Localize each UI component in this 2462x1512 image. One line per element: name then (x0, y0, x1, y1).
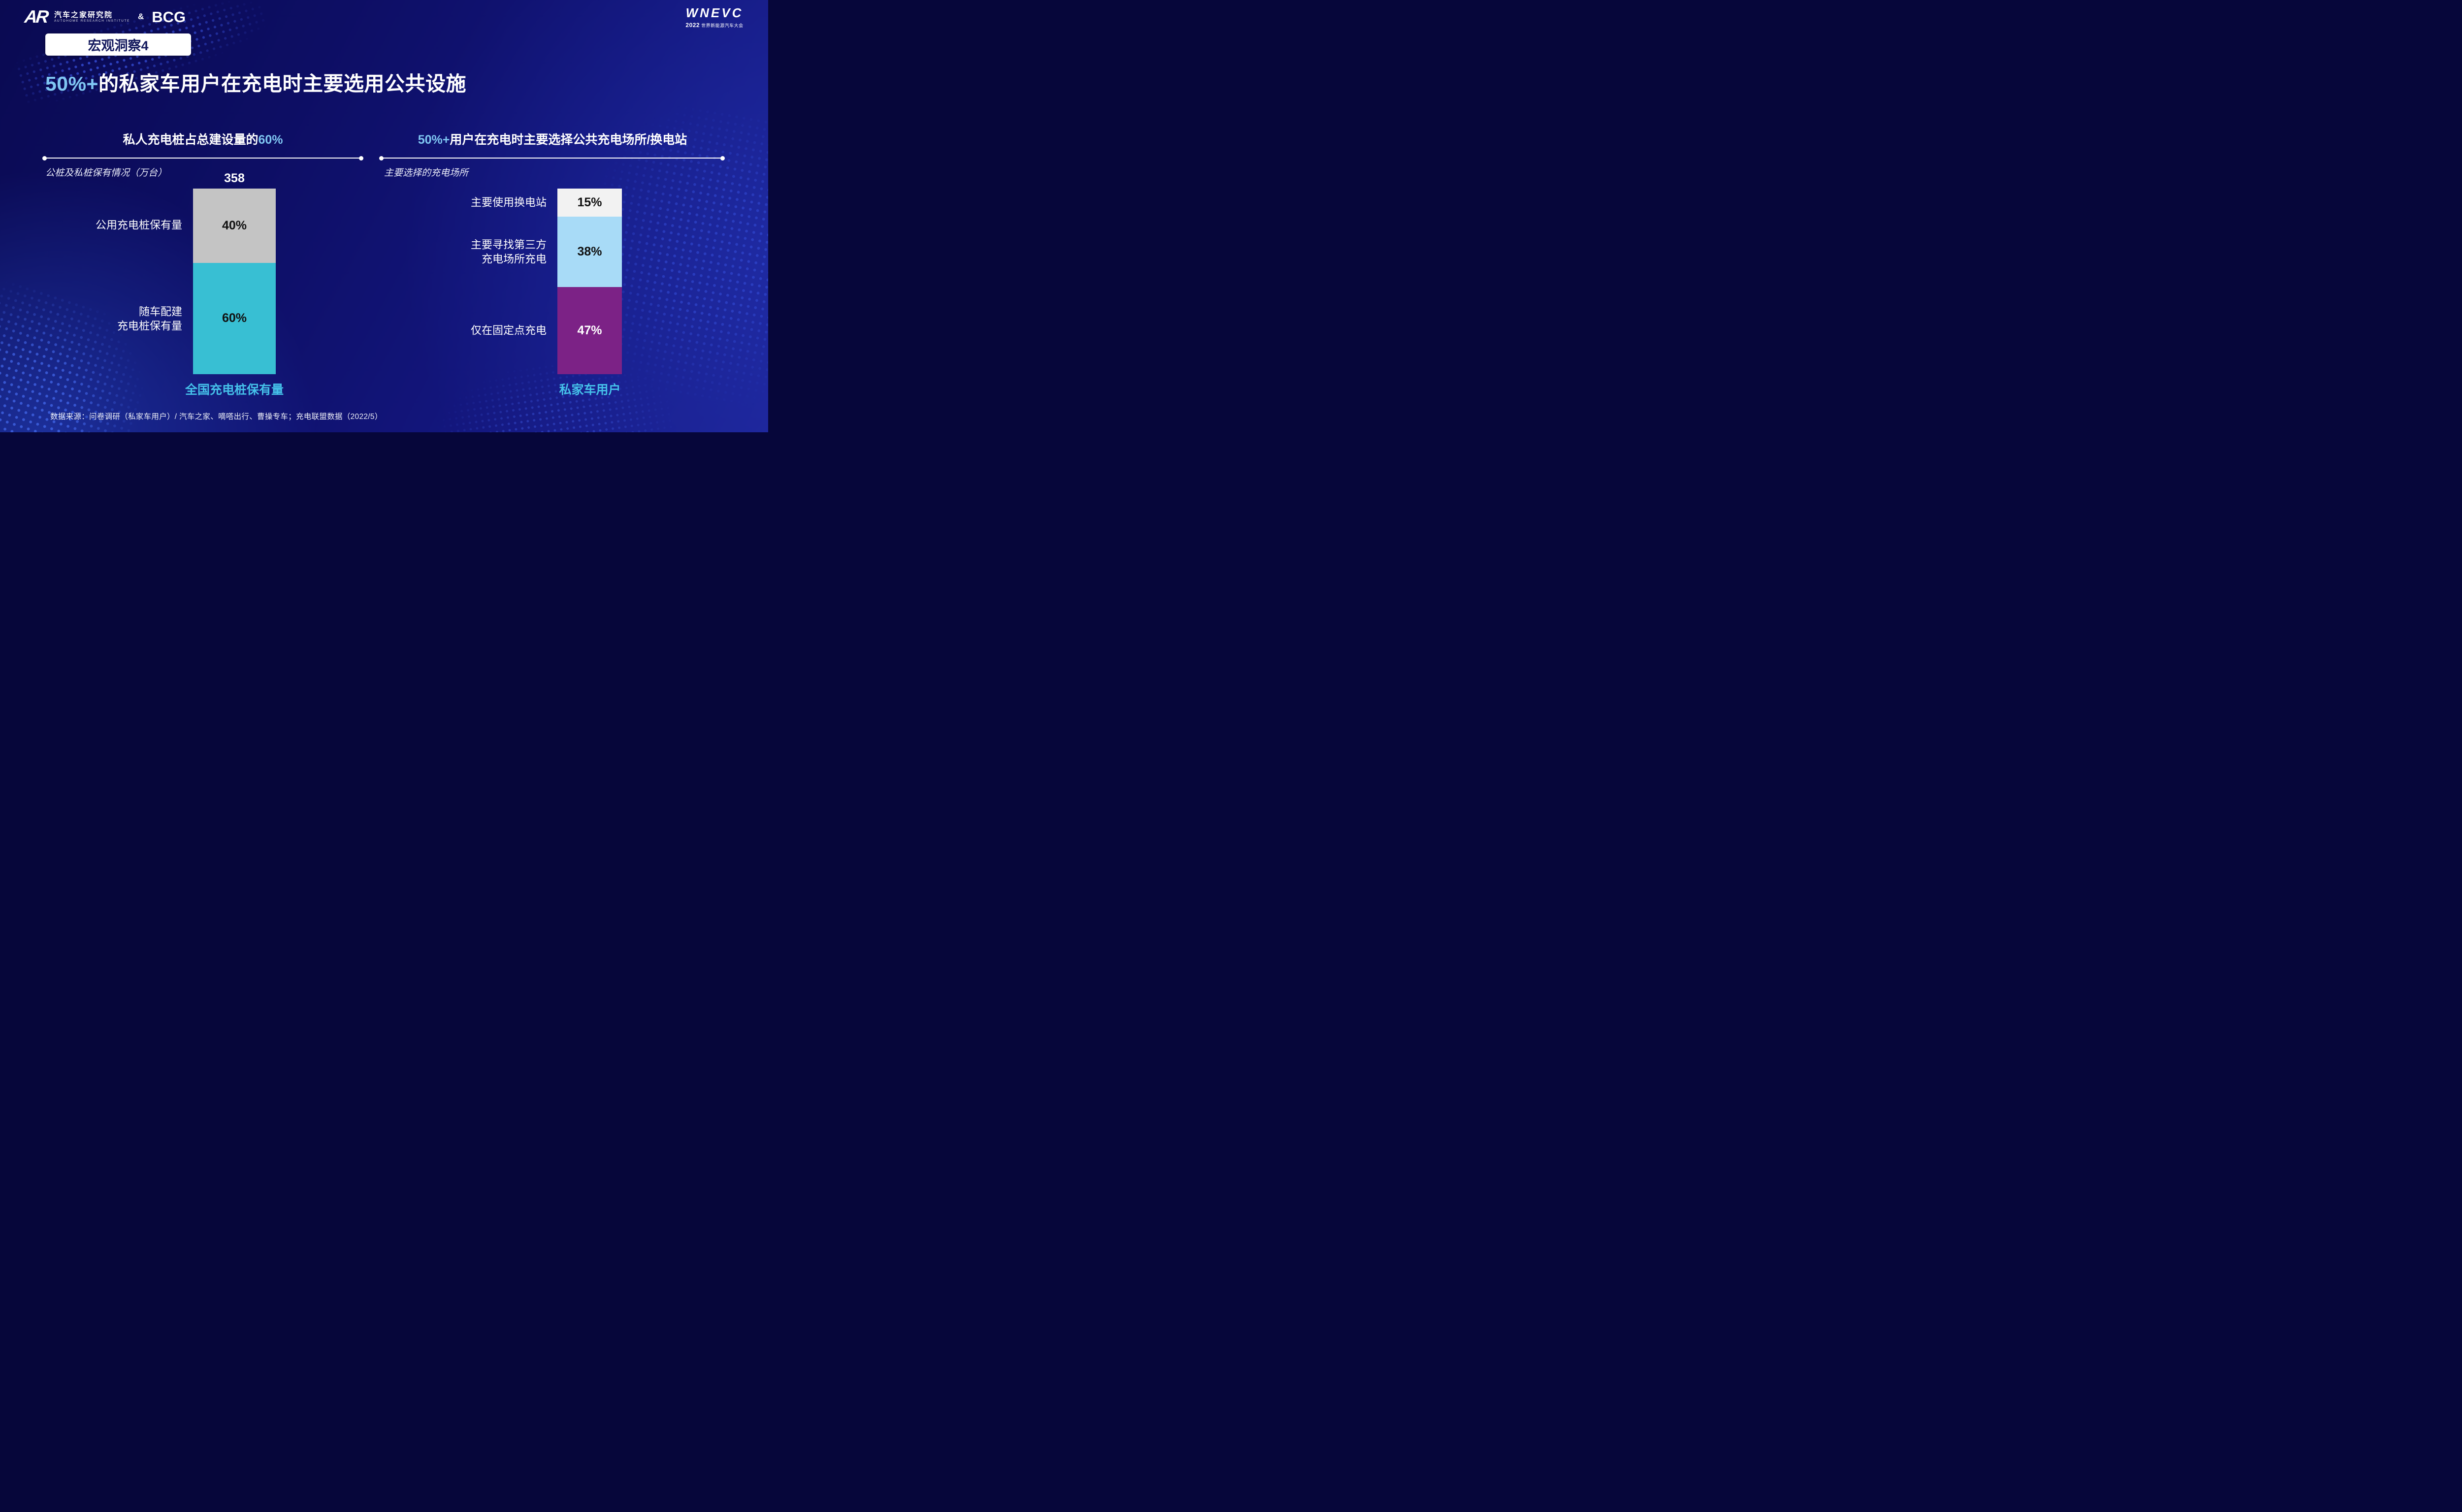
left-chart-title: 私人充电桩占总建设量的60% (43, 130, 362, 148)
right-title-rest: 用户在充电时主要选择公共充电场所/换电站 (450, 133, 687, 147)
right-bar-segment-swap-station: 15% (557, 189, 622, 217)
dot-pattern-bottom-left (0, 277, 163, 432)
right-bar-segment-swap-value: 15% (577, 195, 602, 209)
right-chart-title: 50%+用户在充电时主要选择公共充电场所/换电站 (380, 130, 725, 148)
insight-badge-label: 宏观洞察4 (88, 38, 149, 53)
page-title: 50%+的私家车用户在充电时主要选用公共设施 (45, 67, 466, 97)
title-rest: 的私家车用户在充电时主要选用公共设施 (98, 72, 467, 95)
right-bar-segment-third-party: 38% (557, 216, 622, 287)
wnevc-logo-icon: WNEVC (685, 5, 744, 20)
wnevc-logo-subtitle: 2022 世界新能源汽车大会 (682, 22, 746, 29)
right-title-highlight: 50%+ (418, 133, 450, 147)
left-bar-segment-private-value: 60% (222, 311, 247, 325)
left-stacked-bar: 40% 60% (193, 189, 276, 374)
left-bar-segment-private: 60% (193, 262, 276, 374)
header-logos-left: AR 汽车之家研究院 AUTOHOME RESEARCH INSTITUTE &… (23, 6, 186, 27)
right-bar-segment-fixed-point: 47% (557, 287, 622, 374)
title-highlight: 50%+ (45, 72, 99, 95)
left-x-axis-label: 全国充电桩保有量 (185, 383, 284, 397)
autohome-logo-name: 汽车之家研究院 (54, 10, 113, 19)
left-bar-segment-public-value: 40% (222, 218, 247, 232)
autohome-logo-text: 汽车之家研究院 AUTOHOME RESEARCH INSTITUTE (54, 11, 130, 23)
left-title-prefix: 私人充电桩占总建设量的 (123, 133, 259, 147)
right-bar-segment-fixed-point-value: 47% (577, 323, 602, 337)
autohome-logo-subtitle: AUTOHOME RESEARCH INSTITUTE (54, 19, 130, 23)
left-bar-total-label: 358 (224, 171, 245, 185)
right-bar-segment-third-party-value: 38% (577, 244, 602, 258)
wnevc-sub-text: 世界新能源汽车大会 (701, 23, 744, 28)
ampersand-separator: & (137, 12, 144, 21)
right-category-label-third-party: 主要寻找第三方 充电场所充电 (470, 238, 547, 265)
left-category-label-public: 公用充电桩保有量 (95, 219, 182, 231)
left-category-label-private: 随车配建 充电桩保有量 (117, 305, 182, 332)
data-source-note: 数据来源：问卷调研（私家车用户）/ 汽车之家、嘀嗒出行、曹操专车；充电联盟数据（… (50, 413, 383, 421)
left-title-highlight: 60% (258, 133, 283, 147)
autohome-logo-icon: AR (23, 6, 49, 27)
right-x-axis-label: 私家车用户 (559, 383, 621, 397)
slide: AR 汽车之家研究院 AUTOHOME RESEARCH INSTITUTE &… (0, 0, 768, 432)
left-chart-subtitle: 公桩及私桩保有情况（万台） (45, 168, 167, 178)
bcg-logo: BCG (152, 8, 186, 26)
insight-badge: 宏观洞察4 (45, 33, 191, 56)
wnevc-logo: WNEVC 2022 世界新能源汽车大会 (682, 6, 746, 29)
right-category-label-swap: 主要使用换电站 (470, 196, 547, 209)
right-category-label-fixed: 仅在固定点充电 (470, 324, 547, 337)
left-divider-line (42, 156, 363, 161)
right-divider-line (379, 156, 725, 161)
wnevc-year: 2022 (685, 21, 700, 29)
left-bar-segment-public: 40% (193, 189, 276, 263)
right-chart-subtitle: 主要选择的充电场所 (384, 168, 469, 178)
right-stacked-bar: 15% 38% 47% (557, 189, 622, 374)
